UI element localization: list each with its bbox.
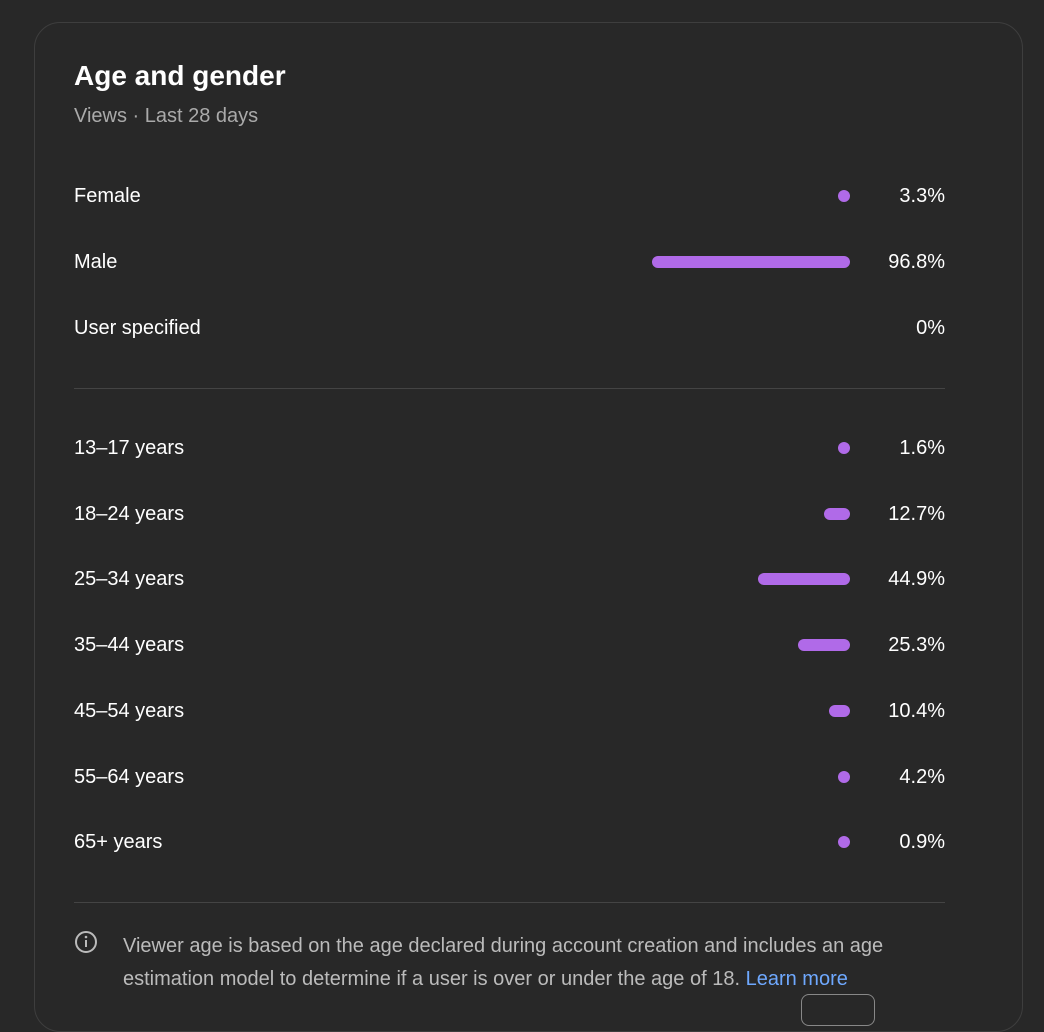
bar bbox=[828, 704, 850, 717]
row-value: 1.6% bbox=[899, 437, 945, 459]
row: 55–64 years 4.2% bbox=[74, 762, 945, 792]
row-value: 25.3% bbox=[888, 634, 945, 657]
button[interactable] bbox=[801, 994, 875, 1026]
row: 65+ years 0.9% bbox=[74, 827, 945, 857]
bar bbox=[838, 442, 850, 454]
row: Female 3.3% bbox=[74, 181, 945, 211]
row-label: User specified bbox=[74, 317, 201, 339]
bar bbox=[651, 256, 850, 268]
row: 13–17 years 1.6% bbox=[74, 433, 945, 463]
row: 35–44 years 25.3% bbox=[74, 630, 945, 660]
card bbox=[34, 22, 1023, 1032]
divider bbox=[74, 388, 945, 389]
footnote: Viewer age is based on the age declared … bbox=[123, 930, 943, 996]
bar bbox=[838, 190, 850, 202]
info-icon bbox=[75, 931, 97, 953]
bar bbox=[823, 507, 850, 520]
row-label: 55–64 years bbox=[74, 765, 185, 788]
row: 25–34 years 44.9% bbox=[74, 564, 945, 594]
row-label: 35–44 years bbox=[74, 634, 185, 657]
learn-more-link[interactable]: Learn more bbox=[745, 968, 848, 990]
bar bbox=[838, 836, 850, 849]
row-value: 12.7% bbox=[888, 502, 945, 525]
row: 18–24 years 12.7% bbox=[74, 499, 945, 529]
row-value: 96.8% bbox=[888, 251, 945, 273]
row-label: 18–24 years bbox=[74, 502, 185, 525]
row-label: Female bbox=[74, 185, 141, 207]
row: User specified 0% bbox=[74, 313, 945, 343]
row-value: 3.3% bbox=[899, 185, 945, 207]
page: Age and gender Views · Last 28 days Fema… bbox=[34, 22, 1023, 1032]
bar bbox=[757, 573, 850, 586]
row-value: 44.9% bbox=[888, 568, 945, 591]
row-label: 65+ years bbox=[74, 831, 163, 854]
row: 45–54 years 10.4% bbox=[74, 696, 945, 726]
row-value: 0.9% bbox=[899, 831, 945, 854]
row-label: Male bbox=[74, 251, 118, 273]
bar bbox=[798, 639, 850, 652]
bar bbox=[838, 770, 850, 783]
row-value: 10.4% bbox=[888, 699, 945, 722]
title: Age and gender bbox=[74, 60, 286, 91]
footnote-text: Viewer age is based on the age declared … bbox=[123, 935, 884, 990]
row-label: 13–17 years bbox=[74, 437, 185, 459]
subtitle: Views · Last 28 days bbox=[74, 105, 259, 127]
divider bbox=[74, 902, 945, 903]
row-value: 4.2% bbox=[899, 765, 945, 788]
row: Male 96.8% bbox=[74, 247, 945, 277]
row-label: 25–34 years bbox=[74, 568, 185, 591]
row-value: 0% bbox=[916, 317, 945, 339]
row-label: 45–54 years bbox=[74, 699, 185, 722]
